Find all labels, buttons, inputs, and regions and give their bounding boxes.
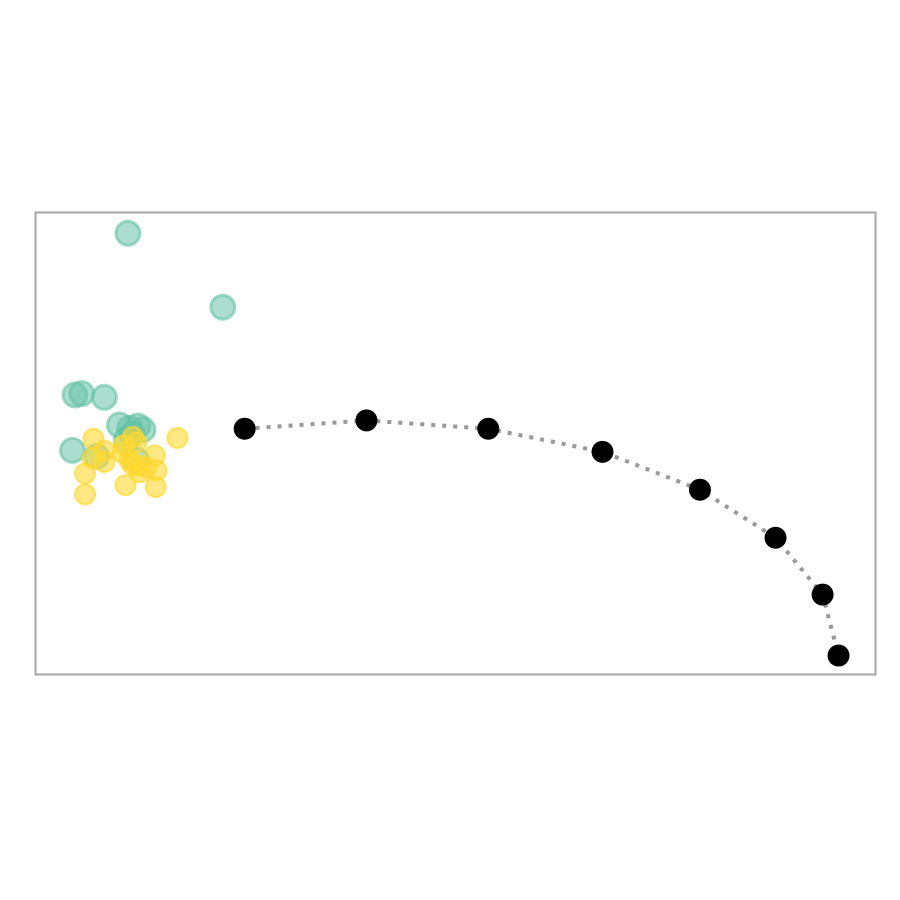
cluster-b-point: [74, 483, 97, 506]
cluster-b-point: [144, 475, 167, 498]
cluster-b-point: [114, 474, 137, 497]
path-series-point: [688, 478, 711, 501]
path-series-point: [811, 583, 834, 606]
points-layer: [58, 219, 850, 667]
path-series-point: [591, 440, 614, 463]
path-series-point: [477, 417, 500, 440]
path-series-point: [764, 526, 787, 549]
path-series-point: [827, 644, 850, 667]
path-series-line: [244, 418, 841, 657]
plot-frame: [34, 211, 877, 676]
cluster-a-point: [114, 219, 142, 247]
cluster-b-point: [93, 450, 116, 473]
path-series-point: [355, 409, 378, 432]
cluster-a-point: [58, 436, 86, 464]
cluster-b-point: [166, 426, 189, 449]
cluster-b-point: [74, 462, 97, 485]
cluster-a-point: [90, 383, 118, 411]
cluster-a-point: [209, 293, 237, 321]
cluster-b-point: [128, 461, 151, 484]
path-series-point: [233, 417, 256, 440]
cluster-a-point: [68, 380, 96, 408]
path-line-layer: [244, 418, 841, 657]
